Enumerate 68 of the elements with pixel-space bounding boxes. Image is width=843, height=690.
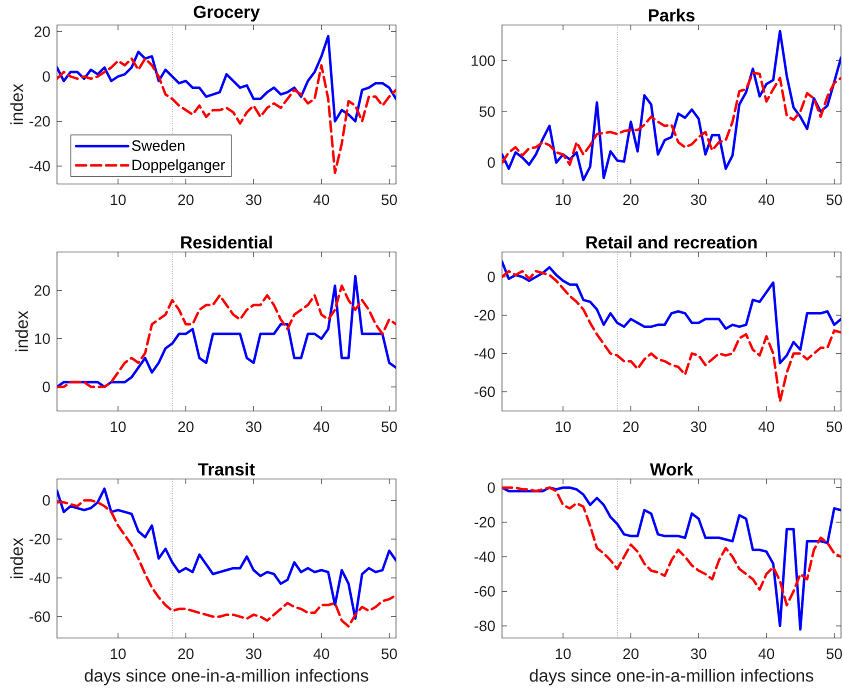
y-tick-label: -40	[30, 160, 50, 172]
y-tick-label: -60	[30, 611, 50, 622]
y-tick-label: -20	[30, 534, 50, 544]
y-tick-label: 10	[35, 333, 50, 344]
x-tick-label: 20	[178, 422, 194, 432]
y-tick-label: 0	[488, 272, 495, 282]
chart-title: Work	[650, 462, 694, 476]
x-tick-label: 30	[246, 422, 262, 432]
x-tick-label: 10	[110, 194, 126, 206]
x-axis-title: days since one-in-a-million infections	[84, 668, 368, 686]
y-tick-label: -20	[474, 310, 495, 320]
y-tick-label: -20	[30, 116, 50, 127]
x-tick-label: 50	[826, 648, 842, 660]
x-tick-label: 10	[110, 648, 126, 660]
chart-title: Grocery	[194, 6, 260, 22]
y-tick-label: 50	[479, 106, 495, 117]
legend-label: Sweden	[132, 140, 184, 151]
x-tick-label: 10	[556, 648, 571, 660]
y-tick-label: -60	[474, 586, 495, 597]
x-tick-label: 40	[313, 422, 330, 432]
y-tick-label: -40	[474, 348, 495, 359]
x-tick-label: 40	[313, 194, 330, 206]
y-tick-label: -40	[474, 551, 495, 562]
x-tick-label: 10	[556, 194, 571, 206]
x-tick-label: 50	[826, 422, 842, 432]
y-axis-title: index	[10, 538, 24, 578]
x-tick-label: 40	[313, 648, 330, 660]
x-tick-label: 50	[382, 648, 397, 660]
x-tick-label: 30	[246, 194, 262, 206]
x-tick-label: 30	[246, 648, 262, 660]
x-tick-label: 40	[758, 194, 774, 206]
x-tick-label: 10	[556, 422, 571, 432]
y-tick-label: 100	[472, 55, 495, 66]
line-series	[57, 34, 396, 123]
x-tick-label: 40	[758, 422, 774, 432]
y-tick-label: 0	[42, 71, 50, 82]
x-tick-label: 40	[758, 648, 774, 660]
y-tick-label: 0	[488, 482, 495, 493]
y-axis-title: index	[10, 84, 24, 124]
x-tick-label: 20	[623, 194, 639, 206]
x-axis-title: days since one-in-a-million infections	[530, 668, 814, 686]
x-tick-label: 30	[690, 648, 706, 660]
x-tick-label: 20	[623, 648, 639, 660]
y-axis-title: index	[15, 310, 28, 352]
x-tick-label: 20	[178, 194, 194, 206]
x-tick-label: 50	[826, 194, 842, 206]
y-tick-label: 0	[42, 495, 50, 506]
y-tick-label: -20	[474, 516, 495, 528]
y-tick-label: 20	[34, 26, 50, 37]
y-tick-label: 0	[42, 382, 50, 392]
chart-title: Retail and recreation	[586, 236, 757, 249]
x-tick-label: 50	[382, 422, 397, 432]
y-tick-label: -60	[474, 386, 495, 398]
y-tick-label: -80	[474, 620, 495, 632]
y-tick-label: 20	[34, 285, 50, 296]
x-tick-label: 50	[382, 194, 397, 206]
line-series	[502, 30, 842, 182]
x-tick-label: 20	[623, 422, 639, 432]
x-tick-label: 30	[690, 194, 706, 206]
chart-title: Parks	[648, 8, 695, 22]
x-tick-label: 30	[690, 422, 706, 432]
y-tick-label: -40	[30, 572, 50, 584]
x-tick-label: 20	[178, 648, 194, 660]
x-tick-label: 10	[110, 422, 126, 432]
chart-title: Residential	[181, 236, 272, 249]
y-tick-label: 0	[488, 157, 495, 168]
legend-label: Doppelganger	[132, 159, 225, 174]
chart-title: Transit	[198, 462, 255, 476]
